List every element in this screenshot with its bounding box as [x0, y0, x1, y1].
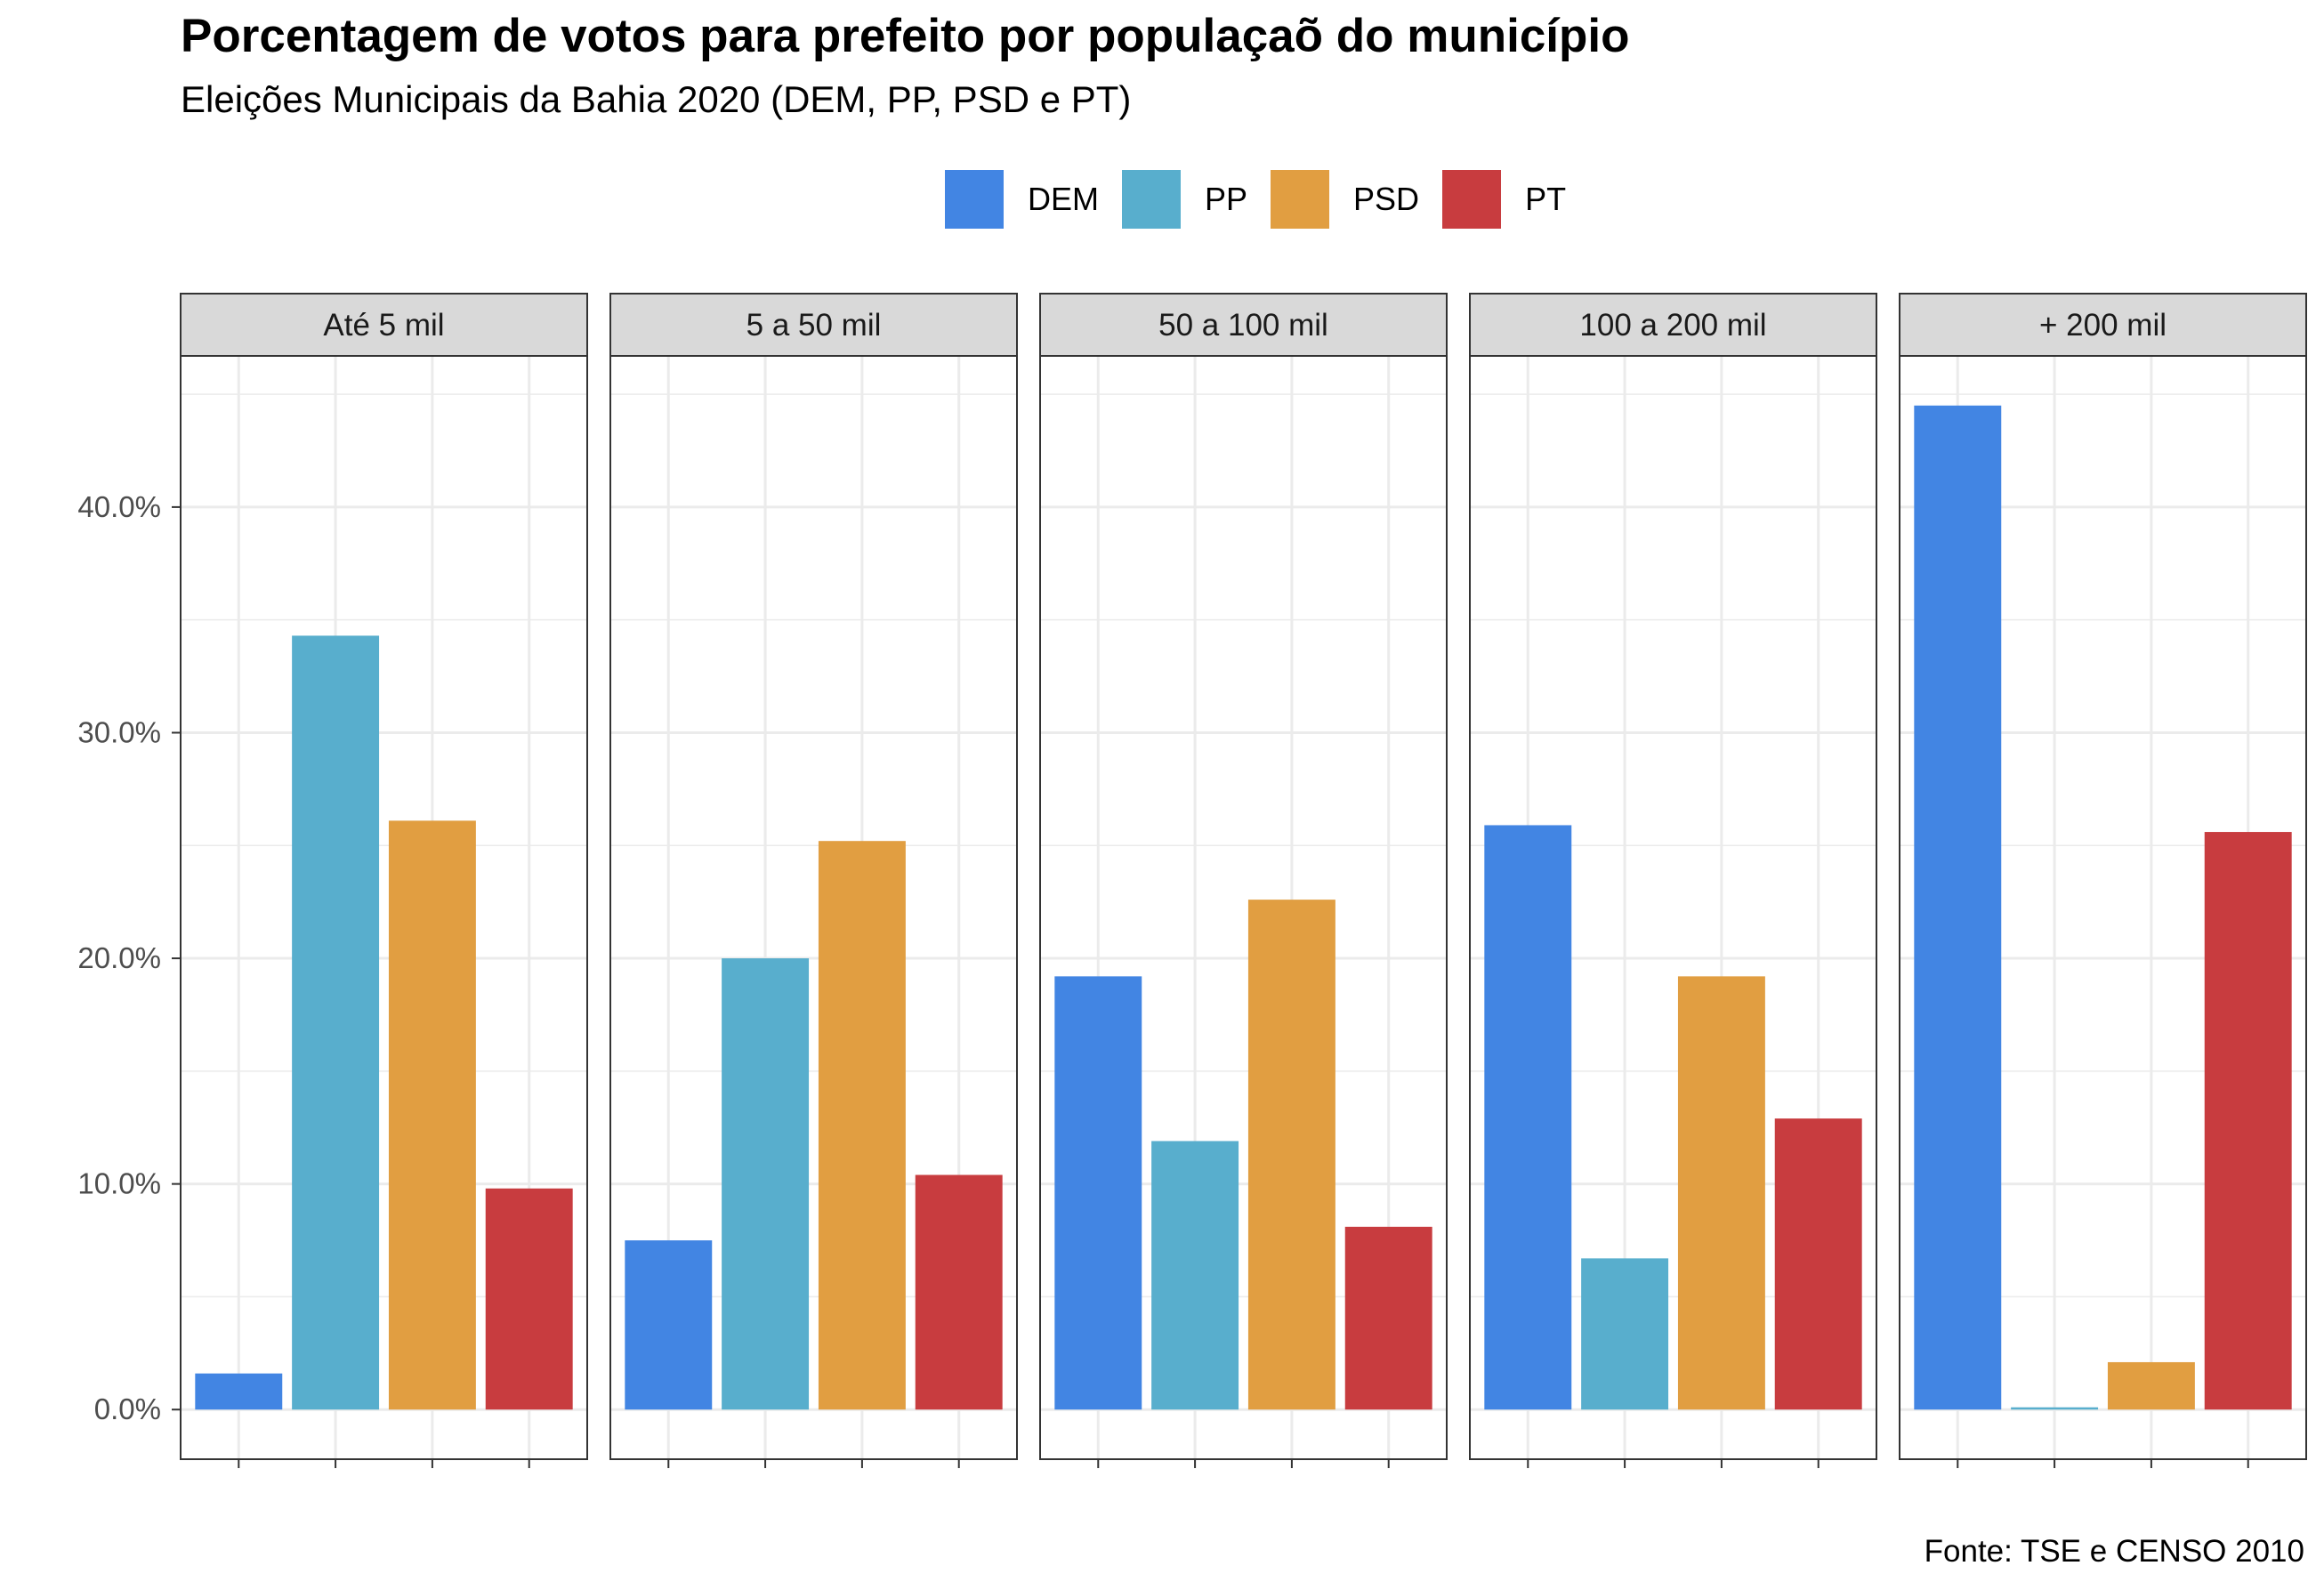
bar-pp	[2011, 1407, 2099, 1410]
y-tick-label: 30.0%	[77, 715, 161, 748]
bar-dem	[1914, 405, 2002, 1410]
legend: DEM PP PSD PT	[945, 170, 1589, 229]
facet-panel: 5 a 50 mil	[609, 293, 1018, 1468]
chart-caption: Fonte: TSE e CENSO 2010	[1924, 1534, 2304, 1569]
facet-strip	[609, 293, 1018, 357]
facet-strip	[180, 293, 588, 357]
bar-pt	[485, 1188, 573, 1410]
bar-pt	[1774, 1118, 1862, 1410]
facet-strip-label: Até 5 mil	[323, 308, 444, 343]
y-tick-label: 10.0%	[77, 1167, 161, 1200]
bar-psd	[1247, 900, 1335, 1410]
facet-panel: Até 5 mil	[180, 293, 588, 1468]
legend-item-pp: PP	[1122, 170, 1247, 229]
bar-dem	[1054, 976, 1142, 1410]
legend-label-pt: PT	[1525, 181, 1567, 217]
legend-key-pt	[1442, 170, 1502, 229]
chart-subtitle: Eleições Municipais da Bahia 2020 (DEM, …	[181, 78, 1132, 120]
bar-pt	[2204, 832, 2292, 1410]
facet-strip	[1039, 293, 1448, 357]
facet-panel: 50 a 100 mil	[1039, 293, 1448, 1468]
legend-item-psd: PSD	[1271, 170, 1419, 229]
facet-strip-label: + 200 mil	[2039, 308, 2167, 343]
legend-item-dem: DEM	[945, 170, 1099, 229]
legend-label-dem: DEM	[1028, 181, 1099, 217]
legend-label-psd: PSD	[1353, 181, 1420, 217]
bar-pp	[722, 958, 810, 1410]
bar-psd	[818, 841, 906, 1410]
facet-strip	[1899, 293, 2307, 357]
bar-pp	[1581, 1258, 1669, 1410]
bar-dem	[1484, 825, 1572, 1410]
bar-pp	[1151, 1141, 1239, 1410]
legend-item-pt: PT	[1442, 170, 1566, 229]
facet-strip-label: 50 a 100 mil	[1158, 308, 1328, 343]
bar-psd	[388, 820, 476, 1410]
y-tick-label: 40.0%	[77, 490, 161, 523]
facet-panel: + 200 mil	[1899, 293, 2307, 1468]
facet-strip-label: 100 a 200 mil	[1579, 308, 1766, 343]
legend-key-pp	[1122, 170, 1181, 229]
facet-strip-label: 5 a 50 mil	[746, 308, 882, 343]
y-tick-label: 20.0%	[77, 941, 161, 974]
bar-psd	[1677, 976, 1765, 1410]
bar-pp	[292, 635, 380, 1410]
y-tick-label: 0.0%	[94, 1392, 161, 1425]
bar-dem	[195, 1373, 283, 1410]
bar-dem	[625, 1240, 713, 1410]
bar-pt	[1344, 1226, 1432, 1410]
facet-panel: 100 a 200 mil	[1469, 293, 1877, 1468]
chart-title: Porcentagem de votos para prefeito por p…	[181, 10, 1630, 62]
bar-psd	[2107, 1361, 2195, 1410]
legend-key-psd	[1271, 170, 1330, 229]
facet-strip	[1469, 293, 1877, 357]
legend-key-dem	[945, 170, 1004, 229]
legend-label-pp: PP	[1205, 181, 1248, 217]
bar-pt	[915, 1174, 1003, 1410]
